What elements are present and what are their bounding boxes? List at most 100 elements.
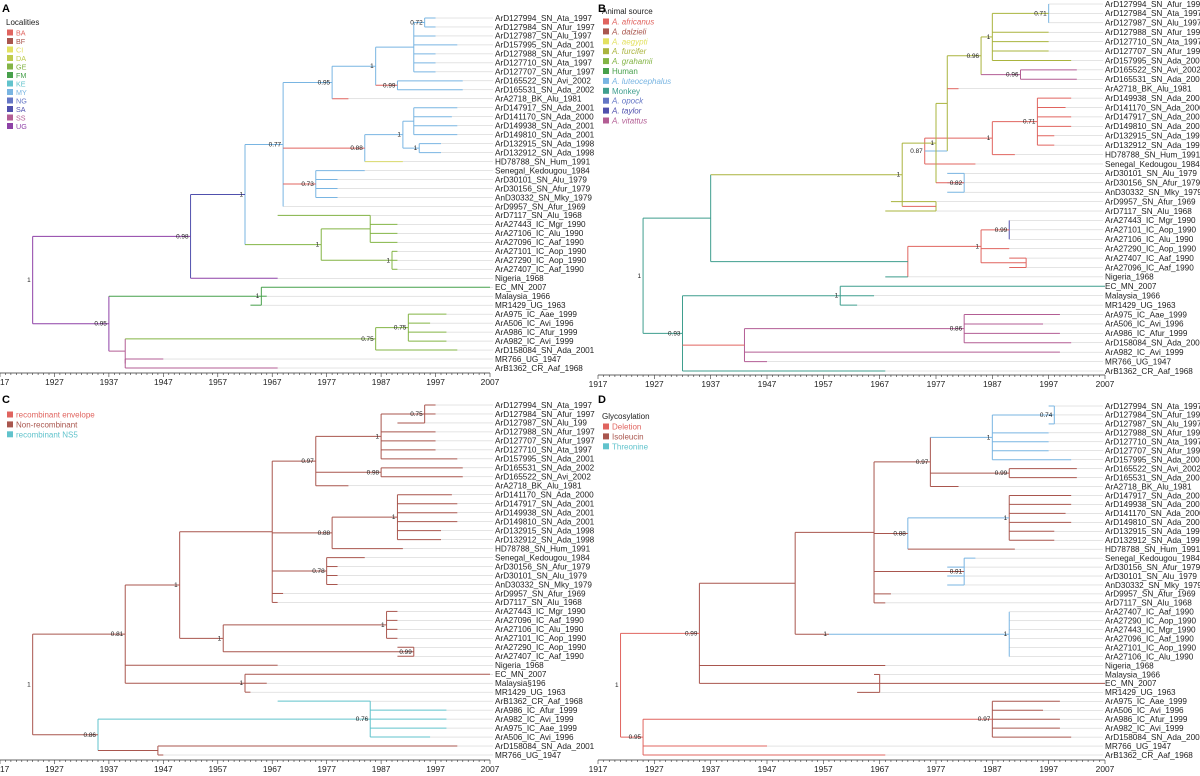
tip-label: ArD127988_SN_Afur_1997 <box>495 50 595 59</box>
axis-tick-label: 2007 <box>1096 764 1115 774</box>
tip-label: ArD127987_SN_Alu_1997 <box>1105 19 1200 28</box>
tip-label: ArA506_IC_Avi_1996 <box>1105 706 1184 715</box>
tip-label: ArD157995_SN_Ada_2001 <box>1105 56 1200 65</box>
tip-label: MR1429_UG_1963 <box>1105 688 1176 697</box>
tip-label: ArA27106_IC_Alu_1990 <box>495 229 584 238</box>
tip-label: ArA986_IC_Afur_1999 <box>1105 329 1188 338</box>
tip-label: ArD127710_SN_Ata_1997 <box>495 446 592 455</box>
tip-label: ArD9957_SN_Afur_1969 <box>495 589 586 598</box>
tip-label: ArA2718_BK_Alu_1981 <box>495 482 582 491</box>
tip-label: ArD127987_SN_Alu_199 <box>495 419 587 428</box>
axis-tick-label: 2007 <box>1096 379 1115 389</box>
tip-label: ArD165531_SN_Ada_2002 <box>1105 473 1200 482</box>
axis-tick-label: 1927 <box>45 377 64 387</box>
tip-label: ArD9957_SN_Afur_1969 <box>1105 590 1196 599</box>
node-support: 0.75 <box>410 411 423 418</box>
legend-swatch <box>7 80 13 87</box>
time-axis: 1917 1927 1937 1947 1957 1967 1977 1987 1997 2007 <box>0 759 500 774</box>
axis-tick-label: 1967 <box>870 764 889 774</box>
legend-swatch <box>603 117 609 124</box>
node-support: 1 <box>414 145 418 152</box>
tip-label: ArA2718_BK_Alu_1981 <box>1105 84 1192 93</box>
legend-swatch <box>603 443 609 450</box>
tip-label: ArD165531_SN_Ada_2002 <box>495 86 595 95</box>
legend-swatch <box>7 114 13 121</box>
node-support: 1 <box>397 132 401 139</box>
tip-labels: ArD127994_SN_Ata_1997ArD127984_SN_Afur_1… <box>163 14 595 373</box>
node-support: 1 <box>835 293 839 300</box>
legend-swatch <box>7 38 13 44</box>
tip-label: ArD30156_SN_Afur_1979 <box>495 562 591 571</box>
tip-label: ArA27106_IC_Alu_1990 <box>1105 652 1194 661</box>
legend-label: KE <box>16 80 26 89</box>
tip-label: ArD127988_SN_Afur_1997 <box>1105 28 1200 37</box>
tip-label: ArD132912_SN_Ada_1998 <box>495 535 595 544</box>
axis-tick-label: 1997 <box>426 377 445 387</box>
tip-label: ArA27290_IC_Aop_1990 <box>1105 617 1196 626</box>
axis-tick-label: 1997 <box>426 764 445 774</box>
axis-tick-label: 1957 <box>208 377 227 387</box>
axis-tick-label: 1977 <box>927 764 946 774</box>
tip-label: ArD157995_SN_Ada_2001 <box>495 455 595 464</box>
legend-swatch <box>7 46 13 53</box>
tree-branches <box>620 405 1105 756</box>
tip-label: ArD157995_SN_Ada_2001 <box>1105 455 1200 464</box>
tip-label: ArD127994_SN_Afur_1997 <box>1105 0 1200 9</box>
node-support: 0.98 <box>176 233 189 240</box>
node-support: 0.93 <box>668 330 681 337</box>
node-support: 1 <box>370 63 374 70</box>
node-support: 0.97 <box>301 458 314 465</box>
node-support: 0.74 <box>1040 412 1053 419</box>
node-support: 1 <box>218 635 222 642</box>
legend-label: A. luteocephalus <box>611 77 671 86</box>
node-support: 1 <box>392 514 396 521</box>
time-axis: 1917 1927 1937 1947 1957 1967 1977 1987 1997 2007 <box>589 759 1115 774</box>
tip-label: ArD127988_SN_Afur_1997 <box>1105 429 1200 438</box>
node-support: 0.88 <box>893 531 906 538</box>
tip-label: ArD127994_SN_Ata_1997 <box>495 401 592 410</box>
legend: recombinant envelopeNon-recombinantrecom… <box>7 411 95 439</box>
tip-label: ArD132912_SN_Ada_1998 <box>1105 141 1200 150</box>
tip-label: HD78788_SN_Hum_1991 <box>495 544 591 553</box>
tip-label: ArA986_IC_Afur_1999 <box>495 706 578 715</box>
legend-swatch <box>7 63 13 70</box>
tip-label: ArA27101_IC_Aop_1990 <box>1105 226 1196 235</box>
tip-label: ArD149810_SN_Ada_2001 <box>495 130 595 139</box>
legend-label: A. grahamii <box>611 57 653 66</box>
node-support: 0.91 <box>950 569 963 576</box>
node-support: 0.88 <box>318 530 331 537</box>
legend-label: A. dalzieli <box>611 27 646 36</box>
tip-label: ArD149938_SN_Ada_2001 <box>495 508 595 517</box>
tip-label: ArD127707_SN_Afur_1997 <box>495 68 595 77</box>
tip-label: ArB1362_CR_Aaf_1968 <box>495 364 583 373</box>
tip-label: ArD127984_SN_Ata_1997 <box>1105 9 1200 18</box>
node-support: 1 <box>174 582 178 589</box>
tip-label: ArA27106_IC_Alu_1990 <box>495 625 584 634</box>
node-support: 0.99 <box>399 649 412 656</box>
legend-label: recombinant envelope <box>16 411 95 420</box>
tip-label: Malaysia_1966 <box>1105 292 1161 301</box>
axis-tick-label: 1917 <box>589 379 608 389</box>
axis-tick-label: 1947 <box>758 764 777 774</box>
legend-label: SS <box>16 114 26 123</box>
axis-tick-label: 1927 <box>45 764 64 774</box>
axis-tick-label: 1997 <box>1039 764 1058 774</box>
node-support: 0.78 <box>312 568 325 575</box>
node-support: 0.99 <box>685 630 698 637</box>
tip-label: ArA975_IC_Aae_1999 <box>495 724 577 733</box>
tip-label: MR766_UG_1947 <box>1105 742 1171 751</box>
node-support: 0.81 <box>111 631 124 638</box>
legend-label: GE <box>16 63 27 72</box>
tip-label: ArD127994_SN_Ata_1997 <box>1105 402 1200 411</box>
tip-label: ArD132912_SN_Ada_1998 <box>495 148 595 157</box>
node-support: 1 <box>615 682 619 689</box>
node-support: 0.95 <box>318 80 331 87</box>
tip-label: ArD30156_SN_Afur_1979 <box>1105 179 1200 188</box>
node-support: 1 <box>823 631 827 638</box>
node-support: 1 <box>976 243 980 250</box>
tip-label: AnD30332_SN_Mky_1979 <box>1105 581 1200 590</box>
tip-label: ArD157995_SN_Ada_2001 <box>495 41 595 50</box>
node-support: 0.97 <box>978 716 991 723</box>
